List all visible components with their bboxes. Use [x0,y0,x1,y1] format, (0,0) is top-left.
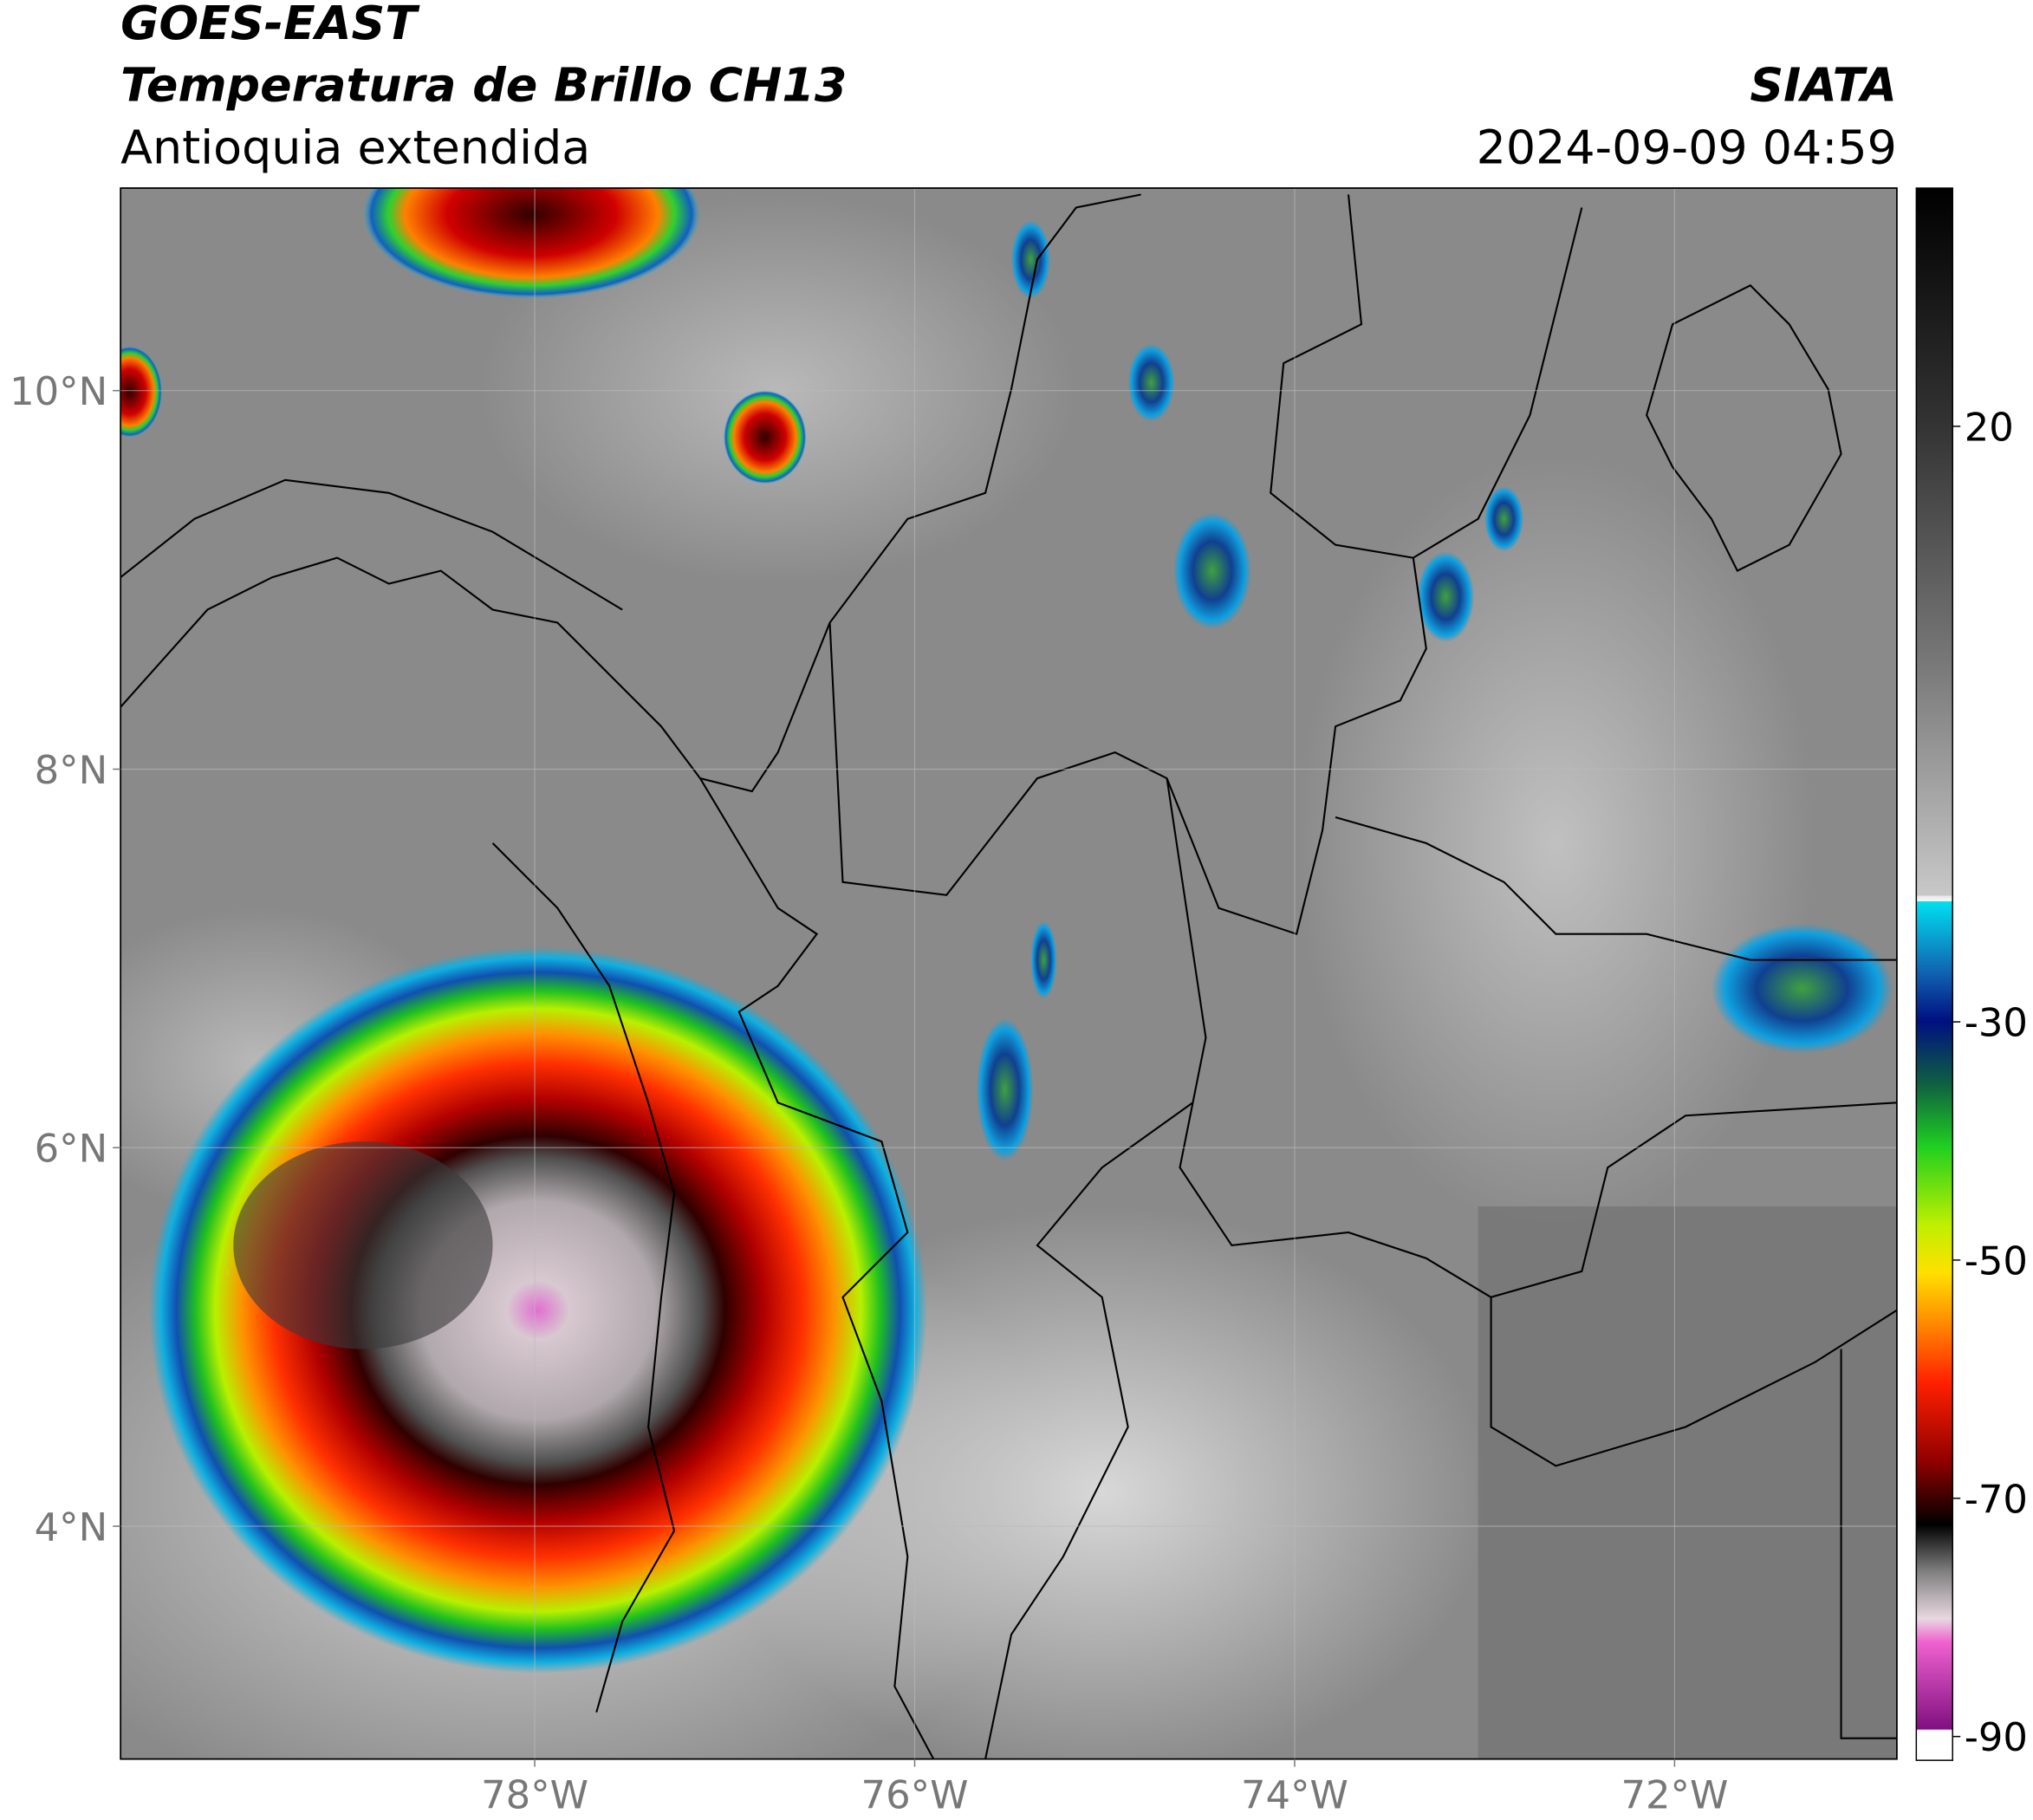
y-tick-label: 4°N [35,1504,108,1550]
storm [149,946,927,1674]
storm [362,188,700,299]
cell [1484,486,1524,552]
cloud [479,194,1076,584]
cell [1417,551,1475,642]
cell [1011,220,1050,299]
storm [120,346,163,438]
colorbar-tick-label: -70 [1965,1476,2028,1522]
map-frame [120,187,1898,1760]
cell [1127,343,1175,422]
cell [976,1017,1034,1161]
colorbar-tick-label: -50 [1965,1238,2028,1284]
colorbar-tick-label: -30 [1965,1000,2028,1046]
dark-area [1478,1206,1897,1759]
map-image [120,188,1897,1759]
grid [120,188,1897,1759]
x-tick-label: 74°W [1241,1772,1348,1818]
storm-core [233,1141,493,1349]
cell [1173,512,1251,629]
datetime: 2024-09-09 04:59 [1477,120,1897,175]
cell [1030,920,1057,999]
region: Antioquia extendida [120,120,590,175]
borders [120,193,1897,1759]
storm [723,390,807,484]
x-tick-label: 76°W [861,1772,969,1818]
colorbar-tick-label: -90 [1965,1714,2028,1760]
subtitle: Temperatura de Brillo CH13 [120,58,847,113]
y-tick-label: 8°N [35,747,108,793]
x-tick-label: 78°W [481,1772,588,1818]
y-tick-label: 6°N [35,1126,108,1172]
x-tick-label: 72°W [1621,1772,1728,1818]
title: GOES-EAST [120,0,420,50]
y-tick-label: 10°N [10,368,107,414]
colorbar-tick-label: 20 [1965,404,2014,450]
colorbar [1915,187,1953,1761]
cell [1711,923,1893,1054]
source: SIATA [1750,58,1897,113]
